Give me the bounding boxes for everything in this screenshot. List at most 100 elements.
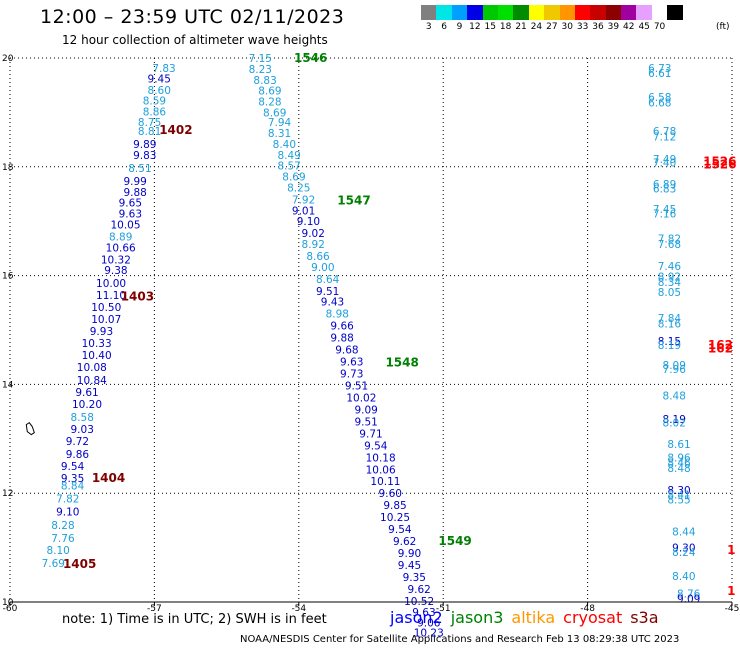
swh-value-label: 8.51 <box>128 163 151 175</box>
map-subtitle: 12 hour collection of altimeter wave hei… <box>62 33 328 47</box>
swh-value-label: 8.48 <box>663 390 686 402</box>
swh-value-label: 8.16 <box>658 318 682 330</box>
x-tick-label: -48 <box>580 604 595 614</box>
swh-value-label: 10.05 <box>110 219 140 231</box>
swh-value-label: 8.40 <box>672 571 695 583</box>
swh-value-label: 9.35 <box>61 473 84 485</box>
swh-value-label: 8.92 <box>302 239 325 251</box>
colorbar-cell: 70 <box>651 5 668 32</box>
colorbar-label: 18 <box>499 22 512 32</box>
x-tick-label: -45 <box>725 604 740 614</box>
swh-value-label: 9.54 <box>364 440 388 452</box>
map-title: 12:00 – 23:59 UTC 02/11/2023 <box>40 6 345 28</box>
swh-value-label: 8.59 <box>143 95 166 107</box>
colorbar-label: 12 <box>469 22 481 32</box>
swh-value-label: 10.33 <box>82 338 112 350</box>
swh-value-label: 10.25 <box>380 512 410 524</box>
swh-value-label: 8.46 <box>667 458 691 470</box>
swh-value-label: 10.20 <box>72 399 102 411</box>
colorbar-label: 3 <box>425 22 432 32</box>
swh-value-label: 8.96 <box>667 452 691 464</box>
colorbar-label: 42 <box>623 22 635 32</box>
swh-value-label: 9.03 <box>71 424 94 436</box>
swh-value-label: 9.85 <box>383 500 406 512</box>
swh-value-label: 7.92 <box>292 194 315 206</box>
swh-value-label: 9.35 <box>403 572 426 584</box>
swh-value-label: 8.28 <box>51 520 74 532</box>
swh-value-label: 9.63 <box>340 357 363 369</box>
swh-value-label: 8.60 <box>148 85 171 97</box>
legend-entry-s3a: s3a <box>630 608 659 627</box>
swh-value-label: 10.18 <box>366 452 396 464</box>
swh-value-label: 7.12 <box>653 131 676 143</box>
swh-value-label: 8.34 <box>658 277 682 289</box>
swh-value-label: 8.69 <box>282 172 305 184</box>
colorbar-label: 70 <box>653 22 666 32</box>
colorbar-unit: (ft) <box>716 22 730 32</box>
swh-value-label: 10.84 <box>77 375 107 387</box>
swh-value-label: 10.06 <box>366 464 396 476</box>
pass-number-label: 1 <box>727 543 735 557</box>
swh-value-label: 10.32 <box>101 254 131 266</box>
swh-value-label: 8.41 <box>667 489 690 501</box>
swh-value-label: 11.10 <box>96 290 126 302</box>
y-tick-label: 14 <box>2 380 14 390</box>
swh-value-label: 9.66 <box>330 321 354 333</box>
swh-value-label: 9.10 <box>297 216 320 228</box>
swh-value-label: 9.45 <box>148 74 171 86</box>
colorbar-cell: 33 <box>574 5 591 32</box>
colorbar-cell: 21 <box>513 5 529 32</box>
swh-value-label: 9.01 <box>292 205 315 217</box>
colorbar-cell: 27 <box>544 5 560 32</box>
colorbar-label: 9 <box>456 22 463 32</box>
swh-value-label: 6.83 <box>653 184 676 196</box>
colorbar-cell: 24 <box>528 5 545 32</box>
swh-value-label: 7.16 <box>653 209 677 221</box>
swh-value-label: 7.94 <box>268 117 292 129</box>
swh-value-label: 9.02 <box>302 228 325 240</box>
map-grid <box>9 57 733 603</box>
swh-value-label: 8.30 <box>667 485 690 497</box>
swh-value-label: 8.76 <box>677 588 701 600</box>
swh-value-label: 8.64 <box>316 274 340 286</box>
swh-value-label: 8.86 <box>143 106 167 118</box>
swh-value-label: 9.30 <box>672 543 695 555</box>
swh-value-label: 8.84 <box>61 481 85 493</box>
swh-value-label: 7.84 <box>658 313 682 325</box>
colorbar-cell: 30 <box>559 5 575 32</box>
swh-value-label: 9.72 <box>66 436 89 448</box>
swh-value-label: 6.58 <box>648 92 671 104</box>
legend-entry-cryosat: cryosat <box>563 608 623 627</box>
legend-entry-jason2: jason2 <box>390 608 443 627</box>
swh-value-label: 7.82 <box>658 234 681 246</box>
pass-number-label: 162 <box>708 341 733 355</box>
swh-value-label: 9.51 <box>316 286 339 298</box>
y-tick-label: 16 <box>2 272 14 282</box>
x-tick-label: -51 <box>436 604 451 614</box>
swh-value-label: 9.86 <box>66 449 90 461</box>
swh-value-label: 8.89 <box>109 231 132 243</box>
swh-value-label: 7.69 <box>42 558 65 570</box>
pass-number-label: 1546 <box>294 51 327 65</box>
pass-labels: 1402 1403 1404 1405 1546 1547 1548 1549 15261526… <box>63 51 737 598</box>
pass-number-label: 162 <box>708 338 733 352</box>
colorbar-label: 27 <box>546 22 558 32</box>
colorbar-cell: 6 <box>436 5 452 32</box>
swh-value-label: 9.61 <box>75 387 98 399</box>
colorbar-cell: 39 <box>605 5 622 32</box>
map-axes: -60 -57 -54 -51 -48 -45 20 18 16 14 12 10 <box>2 54 739 614</box>
swh-value-label: 9.00 <box>311 262 334 274</box>
colorbar-cell: 45 <box>636 5 652 32</box>
swh-value-label: 9.62 <box>393 536 416 548</box>
swh-value-label: 9.06 <box>417 618 441 630</box>
swh-value-label: 9.10 <box>56 507 79 519</box>
swh-value-label: 8.25 <box>287 182 310 194</box>
swh-value-label: 8.05 <box>658 287 681 299</box>
swh-value-label: 9.89 <box>133 139 156 151</box>
swh-value-label: 8.58 <box>71 412 94 424</box>
colorbar-label: 6 <box>441 22 447 32</box>
units-note: note: 1) Time is in UTC; 2) SWH is in fe… <box>62 612 327 627</box>
legend-entry-jason3: jason3 <box>450 608 504 627</box>
swh-value-label: 6.68 <box>648 98 671 110</box>
